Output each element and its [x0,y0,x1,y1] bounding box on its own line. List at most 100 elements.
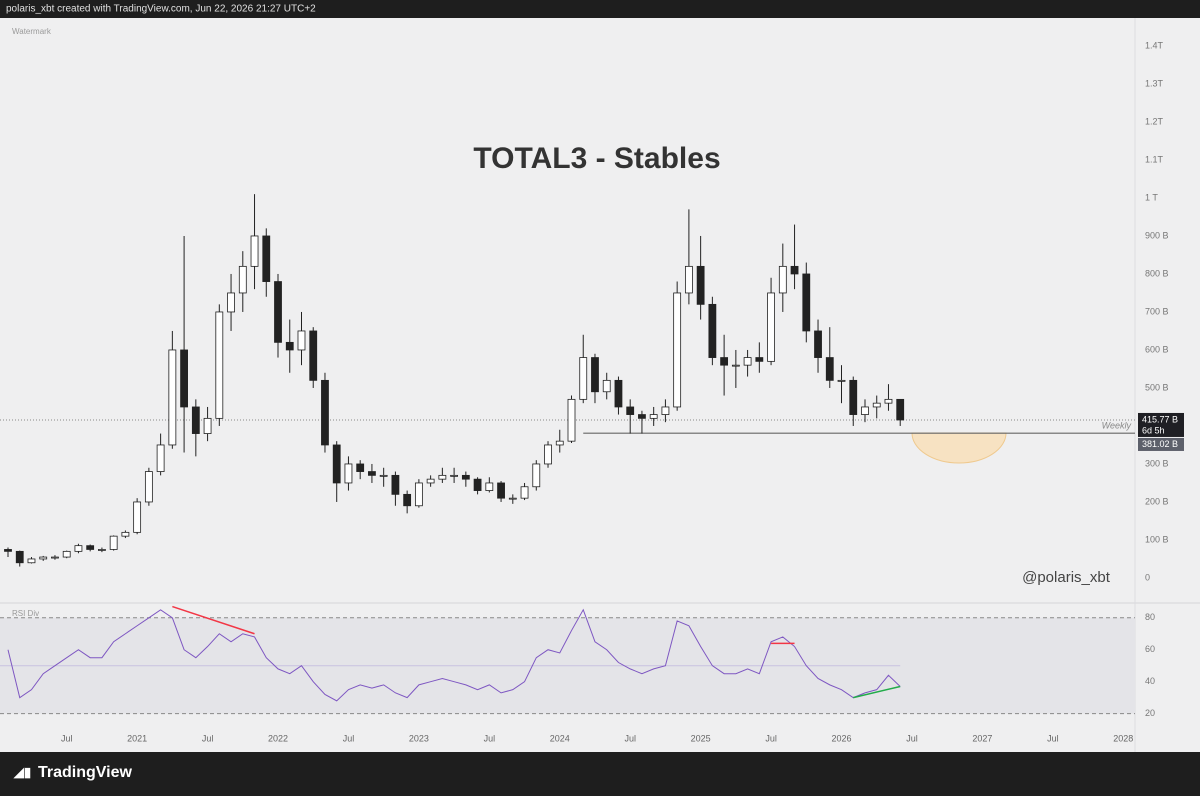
candle-body [872,402,881,408]
candle-body [238,265,247,294]
rsi-line [7,608,901,702]
x-tick-label: 2027 [972,733,992,743]
candle-body [39,556,48,560]
candle-body [121,531,130,537]
candle-body [485,482,494,491]
candle-body [579,357,588,400]
candle-body [861,406,869,415]
support-label: 381.02 B [1142,439,1178,449]
rsi-tick-label: 80 [1145,612,1155,622]
footer-logo: TradingView [38,764,133,781]
y-tick-label: 700 B [1145,306,1169,316]
candle-body [626,406,635,415]
candle-body [497,482,505,499]
candle-body [450,474,459,477]
candle-body [86,545,95,550]
support-tag [1138,437,1184,451]
candle-body [884,398,893,404]
candle-body [649,414,658,419]
candle-body [743,357,752,366]
candle-body [297,330,306,351]
candle-body [168,349,177,446]
rsi-tick-label: 60 [1145,644,1155,654]
candle-body [544,444,552,465]
divergence-line [172,605,255,635]
x-tick-label: Jul [61,733,73,743]
candle-body [51,556,59,559]
candle-body [285,341,294,351]
candle-body [309,330,318,381]
candle-body [661,406,670,415]
last-price-tag [1138,412,1184,437]
candle-body [321,379,329,446]
candle-body [896,398,905,421]
y-tick-label: 500 B [1145,382,1169,392]
candle-body [4,549,12,552]
x-tick-label: 2024 [550,733,570,743]
candle-body [203,417,212,434]
y-tick-label: 900 B [1145,230,1169,240]
x-tick-label: 2023 [409,733,429,743]
y-tick-label: 0 [1145,572,1150,582]
candle-body [426,478,435,484]
y-tick-label: 800 B [1145,268,1169,278]
candle-body [403,493,412,507]
y-tick-label: 1 T [1145,192,1158,202]
y-tick-label: 300 B [1145,458,1169,468]
candle-body [825,357,834,381]
candle-body [684,265,693,294]
candle-body [133,501,142,533]
chart-title: TOTAL3 - Stables [473,142,720,175]
candle-body [591,357,599,393]
candle-body [696,265,705,305]
x-tick-label: Jul [765,733,777,743]
logo-mark: ◢▮ [13,764,31,779]
candle-body [144,471,153,503]
y-tick-label: 1.2T [1145,116,1164,126]
interval-label: Weekly [1102,420,1132,430]
header: polaris_xbt created with TradingView.com… [6,4,316,15]
candle-body [461,474,470,480]
last-price-label: 415.77 B [1142,414,1178,424]
candle-body [790,265,799,275]
candle-body [567,398,576,442]
candle-body [379,474,388,477]
candle-body [731,364,740,367]
candle-body [98,549,106,551]
candle-body [368,471,376,476]
x-tick-label: Jul [484,733,496,743]
projection-arc [911,432,1007,464]
y-tick-label: 100 B [1145,534,1169,544]
x-tick-label: 2022 [268,733,288,743]
candle-body [837,379,846,382]
x-tick-label: 2025 [691,733,711,743]
candle-body [720,357,729,366]
candle-body [602,379,611,393]
candle-body [156,444,165,472]
x-tick-label: 2028 [1113,733,1133,743]
candle-body [508,497,517,500]
candle-body [344,463,353,484]
candle-body [802,273,811,332]
candle-body [262,235,271,282]
candle-body [74,545,83,552]
candle-body [414,482,423,507]
candle-body [708,303,717,358]
candle-body [109,535,118,550]
footer-bar [0,752,1200,796]
candle-body [227,292,235,313]
x-tick-label: Jul [343,733,355,743]
candle-body [15,550,24,564]
candle-body [250,235,259,267]
candle-body [638,414,646,419]
rsi-tick-label: 20 [1145,708,1155,718]
candle-body [62,550,71,558]
candle-body [274,281,282,343]
y-tick-label: 200 B [1145,496,1169,506]
candle-body [532,463,541,488]
candle-body [673,292,682,408]
watermark: Watermark [12,27,52,36]
y-tick-label: 600 B [1145,344,1169,354]
